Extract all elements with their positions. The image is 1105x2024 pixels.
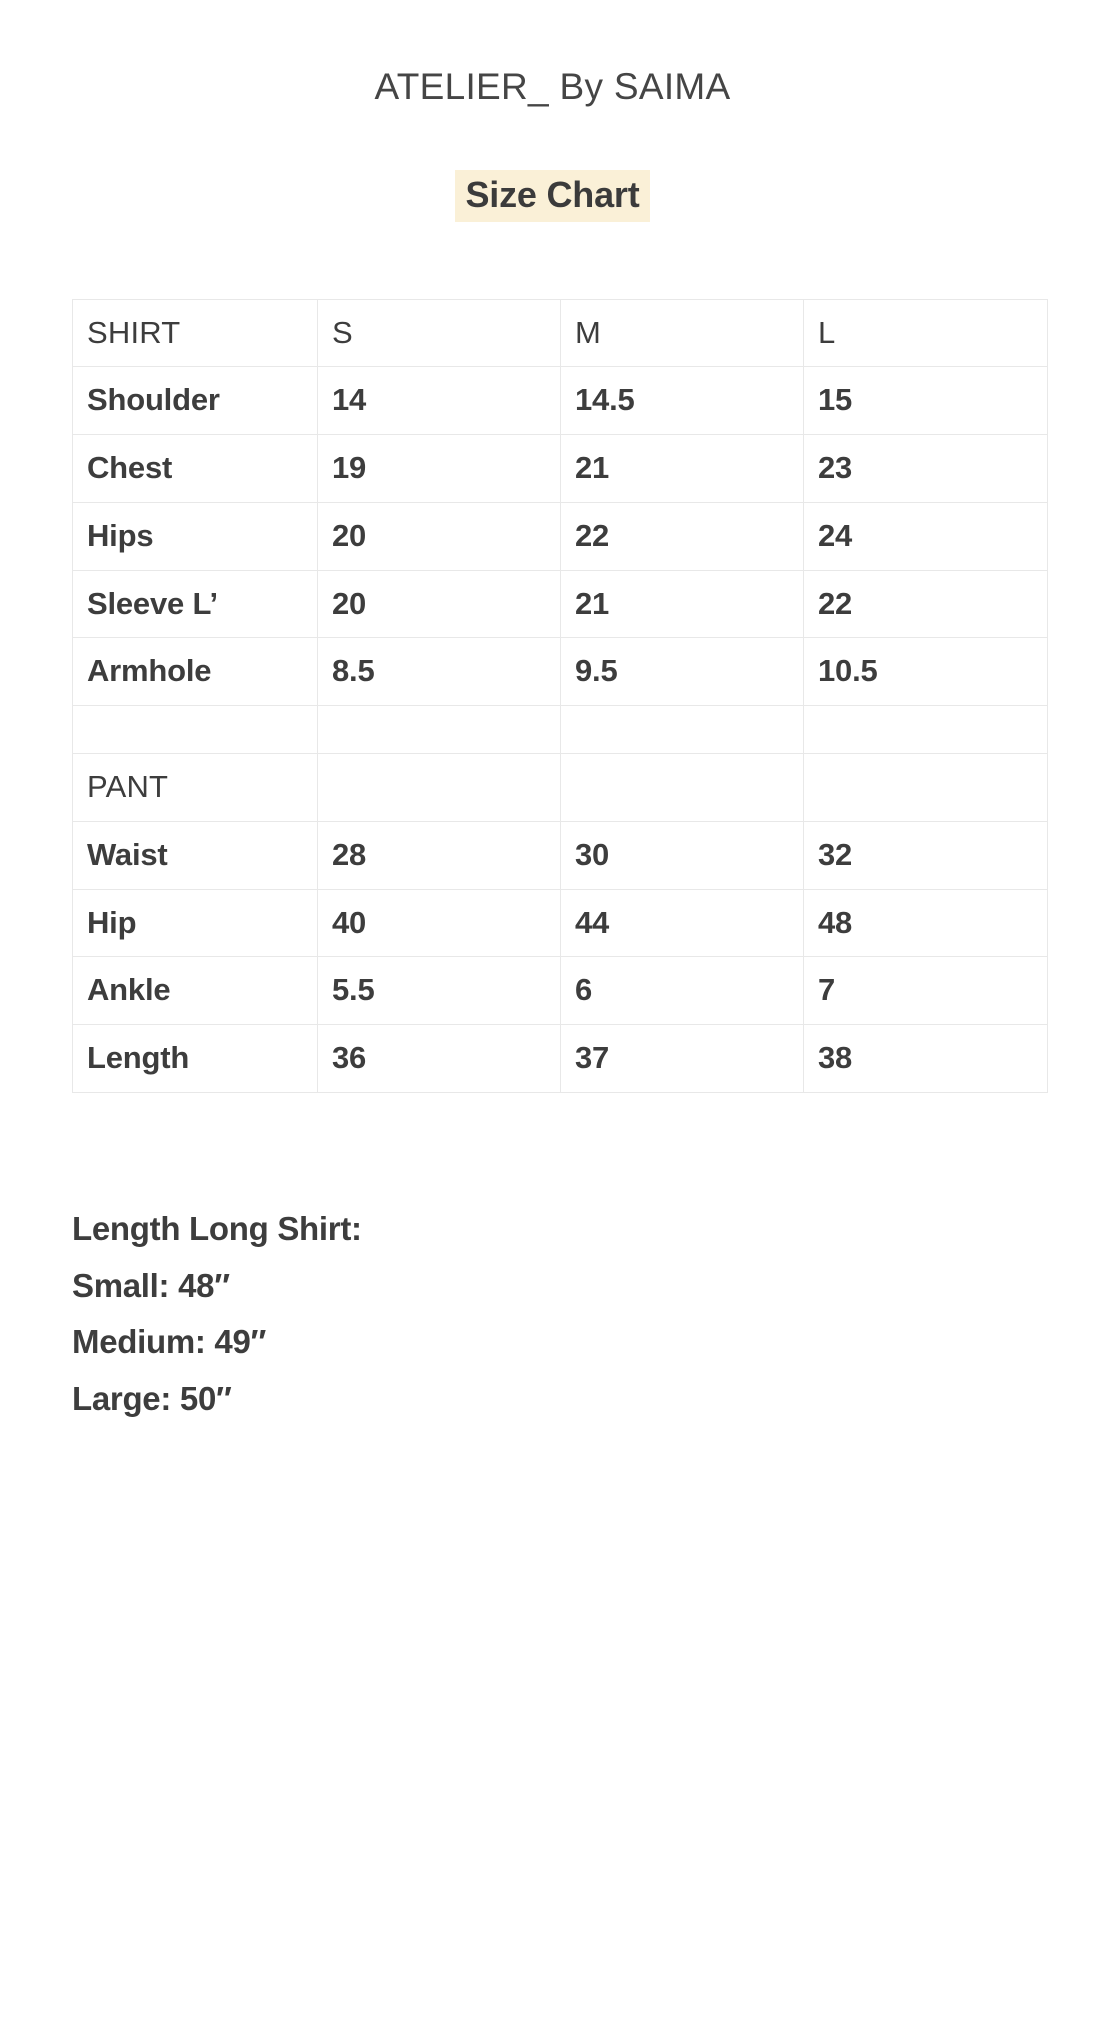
table-row: Shoulder 14 14.5 15 — [72, 366, 1048, 436]
table-row: Hips 20 22 24 — [72, 501, 1048, 571]
measurement-cell: 14.5 — [560, 366, 804, 436]
table-row: Ankle 5.5 6 7 — [72, 956, 1048, 1026]
measurement-cell: 48 — [803, 888, 1048, 958]
measurement-cell: 21 — [560, 434, 804, 503]
table-spacer-row — [72, 705, 1048, 755]
measurement-cell: 28 — [317, 820, 561, 890]
measurement-cell — [560, 753, 804, 822]
row-label-cell: Ankle — [72, 956, 318, 1026]
measurement-cell: 19 — [317, 434, 561, 503]
measurement-cell: 8.5 — [317, 637, 561, 707]
table-section-row: PANT — [72, 753, 1048, 822]
measurement-cell: 21 — [560, 569, 804, 639]
measurement-cell: 7 — [803, 956, 1048, 1026]
row-label-cell: Sleeve L’ — [72, 569, 318, 639]
notes-item: Large: 50″ — [72, 1380, 232, 1418]
measurement-cell: 40 — [317, 888, 561, 958]
measurement-cell: 37 — [560, 1024, 804, 1093]
measurement-cell: M — [560, 298, 804, 368]
notes-item: Medium: 49″ — [72, 1323, 267, 1361]
row-label-cell: Length — [72, 1024, 318, 1093]
table-row: Sleeve L’ 20 21 22 — [72, 569, 1048, 639]
row-label-cell: PANT — [72, 753, 318, 822]
row-label-cell: Waist — [72, 820, 318, 890]
measurement-cell: 22 — [803, 569, 1048, 639]
length-long-shirt-notes: Length Long Shirt: Small: 48″ Medium: 49″ L… — [0, 1201, 1105, 1428]
measurement-cell — [560, 705, 804, 755]
measurement-cell — [803, 753, 1048, 822]
measurement-cell: 38 — [803, 1024, 1048, 1093]
measurement-cell: 5.5 — [317, 956, 561, 1026]
row-label-cell: Armhole — [72, 637, 318, 707]
notes-heading: Length Long Shirt: — [72, 1209, 362, 1247]
size-chart-page: ATELIER_ By SAIMA Size Chart SHIRT S M L Sho… — [0, 24, 1105, 2024]
measurement-cell: 20 — [317, 501, 561, 571]
measurement-cell: S — [317, 298, 561, 368]
measurement-cell: 22 — [560, 501, 804, 571]
notes-item: Small: 48″ — [72, 1266, 230, 1304]
row-label-cell: Hip — [72, 888, 318, 958]
measurement-cell: 44 — [560, 888, 804, 958]
table-row: Armhole 8.5 9.5 10.5 — [72, 637, 1048, 707]
measurement-cell: L — [803, 298, 1048, 368]
table-row: Waist 28 30 32 — [72, 820, 1048, 890]
measurement-cell — [317, 753, 561, 822]
row-label-cell: Hips — [72, 501, 318, 571]
size-chart-table: SHIRT S M L Shoulder 14 14.5 15 Chest 19 21 23 Hips 2… — [72, 298, 1048, 1093]
measurement-cell: 14 — [317, 366, 561, 436]
measurement-cell: 20 — [317, 569, 561, 639]
table-section-row: SHIRT S M L — [72, 298, 1048, 368]
row-label-cell: Chest — [72, 434, 318, 503]
measurement-cell: 15 — [803, 366, 1048, 436]
brand-title: ATELIER_ By SAIMA — [374, 65, 731, 107]
measurement-cell: 23 — [803, 434, 1048, 503]
measurement-cell — [317, 705, 561, 755]
measurement-cell — [803, 705, 1048, 755]
size-table-body: SHIRT S M L Shoulder 14 14.5 15 Chest 19 21 23 Hips 2… — [72, 298, 1048, 1093]
row-label-cell: Shoulder — [72, 366, 318, 436]
page-title: Size Chart — [455, 170, 650, 222]
measurement-cell: 24 — [803, 501, 1048, 571]
measurement-cell: 6 — [560, 956, 804, 1026]
row-label-cell: SHIRT — [72, 298, 318, 368]
measurement-cell: 30 — [560, 820, 804, 890]
chart-heading-container: Size Chart — [0, 170, 1105, 222]
table-row: Hip 40 44 48 — [72, 888, 1048, 958]
size-table-container: SHIRT S M L Shoulder 14 14.5 15 Chest 19 21 23 Hips 2… — [0, 298, 1105, 1093]
measurement-cell: 9.5 — [560, 637, 804, 707]
row-label-cell — [72, 705, 318, 755]
measurement-cell: 36 — [317, 1024, 561, 1093]
measurement-cell: 32 — [803, 820, 1048, 890]
table-row: Length 36 37 38 — [72, 1024, 1048, 1093]
measurement-cell: 10.5 — [803, 637, 1048, 707]
table-row: Chest 19 21 23 — [72, 434, 1048, 503]
